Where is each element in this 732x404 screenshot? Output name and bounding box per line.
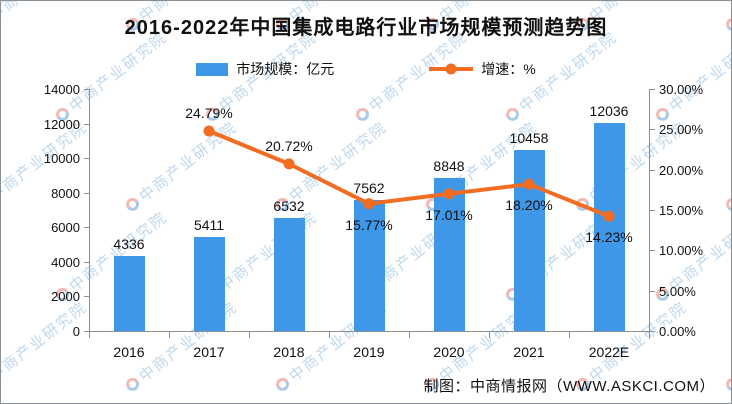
bar-value-label: 7562: [353, 180, 385, 197]
x-axis-tick-label: 2017: [193, 344, 225, 360]
y2-axis-tick-label: 0.00%: [659, 324, 696, 339]
bar: [433, 178, 465, 331]
x-axis-tick-label: 2016: [113, 344, 145, 360]
y-axis-tick-label: 0: [72, 324, 80, 339]
y2-axis-tick-label: 25.00%: [659, 122, 704, 138]
watermark: 中商产业研究院: [721, 296, 731, 396]
legend-item-market-size: 市场规模：亿元: [196, 59, 334, 79]
y-axis-tick-label: 8000: [51, 185, 80, 201]
watermark-text: 中商产业研究院: [0, 298, 91, 386]
y2-axis-tick-label: 20.00%: [659, 162, 704, 178]
x-axis-tick: [89, 332, 90, 338]
watermark-logo-icon: [655, 107, 670, 122]
bar-value-label: 6532: [273, 198, 305, 215]
y-axis-tick-label: 14000: [43, 82, 80, 97]
y2-axis-tick: [650, 89, 655, 90]
bar: [193, 237, 225, 331]
x-axis-tick: [409, 332, 410, 338]
x-axis-tick: [169, 332, 170, 338]
legend: 市场规模：亿元 增速：%: [1, 59, 731, 79]
x-axis-tick: [329, 332, 330, 338]
y-axis-tick: [84, 89, 89, 90]
bar-swatch-icon: [196, 62, 229, 76]
growth-value-label: 18.20%: [505, 197, 553, 214]
bar: [113, 256, 145, 331]
bar: [593, 122, 625, 331]
bar: [353, 200, 385, 331]
chart-title: 2016-2022年中国集成电路行业市场规模预测趋势图: [124, 17, 608, 39]
y-axis-tick-label: 4000: [51, 254, 80, 270]
line-swatch-icon: [429, 63, 474, 75]
y2-axis-tick-label: 30.00%: [659, 82, 704, 97]
y2-axis-tick: [650, 250, 655, 252]
watermark-text: 中商产业研究院: [136, 118, 241, 206]
watermark: 中商产业研究院: [721, 116, 731, 216]
x-axis-line: [89, 331, 650, 332]
y-axis-tick: [84, 227, 89, 229]
watermark-logo-icon: [275, 377, 290, 392]
bar-value-label: 4336: [113, 236, 145, 253]
line-swatch-dot-icon: [445, 63, 457, 75]
y-axis-tick: [84, 158, 89, 160]
y2-axis-tick: [650, 290, 655, 292]
watermark-text: 中商产业研究院: [136, 298, 241, 386]
bar: [273, 218, 305, 331]
watermark-logo-icon: [725, 197, 731, 212]
y-axis-tick-label: 12000: [43, 116, 80, 132]
growth-value-label: 24.79%: [185, 105, 233, 122]
growth-point: [203, 125, 215, 137]
watermark-logo-icon: [725, 377, 731, 392]
right-axis-line: [649, 89, 650, 331]
watermark-logo-icon: [125, 197, 140, 212]
growth-value-label: 15.77%: [345, 216, 393, 233]
bar: [513, 150, 545, 331]
y-axis-tick-label: 6000: [51, 220, 80, 236]
watermark-logo-icon: [575, 197, 590, 212]
y2-axis-tick-label: 15.00%: [659, 203, 704, 218]
growth-value-label: 14.23%: [585, 229, 633, 246]
growth-value-label: 17.01%: [425, 206, 473, 223]
y-axis-tick-label: 2000: [51, 289, 80, 305]
y-axis-tick: [84, 296, 89, 298]
legend-bar-label: 市场规模：亿元: [236, 61, 335, 77]
x-axis-tick-label: 2018: [273, 344, 305, 360]
x-axis-tick: [649, 332, 650, 338]
growth-value-label: 20.72%: [265, 137, 313, 154]
y2-axis-tick-label: 5.00%: [659, 283, 696, 299]
legend-item-growth-rate: 增速：%: [429, 59, 536, 79]
watermark-logo-icon: [125, 377, 140, 392]
bar-value-label: 5411: [193, 217, 225, 234]
watermark-logo-icon: [505, 107, 520, 122]
bar-value-label: 12036: [589, 102, 629, 119]
y2-axis-tick: [650, 169, 655, 171]
x-axis-tick-label: 2021: [513, 344, 545, 360]
credit-line: 制图：中商情报网（WWW.ASKCI.COM）: [423, 378, 715, 395]
bar-value-label: 8848: [433, 158, 465, 175]
y-axis-tick-label: 10000: [43, 151, 80, 167]
x-axis-tick: [249, 332, 250, 338]
y2-axis-tick: [650, 331, 655, 332]
x-axis-tick: [569, 332, 570, 338]
watermark: 中商产业研究院: [0, 296, 91, 396]
watermark: 中商产业研究院: [121, 116, 241, 216]
y2-axis-tick: [650, 210, 655, 211]
y-axis-tick: [84, 261, 89, 263]
bar-value-label: 10458: [509, 130, 549, 147]
watermark-logo-icon: [355, 107, 370, 122]
y-axis-tick: [84, 192, 89, 194]
y-axis-tick: [84, 331, 89, 332]
growth-point: [283, 158, 295, 170]
y2-axis-tick: [650, 129, 655, 131]
x-axis-tick-label: 2020: [433, 344, 465, 360]
x-axis-tick-label: 2019: [353, 344, 385, 360]
x-axis-tick: [489, 332, 490, 338]
left-axis-line: [89, 89, 90, 331]
x-axis-tick-label: 2022E: [588, 344, 630, 360]
legend-line-label: 增速：%: [481, 61, 536, 77]
y2-axis-tick-label: 10.00%: [659, 243, 704, 259]
y-axis-tick: [84, 123, 89, 125]
